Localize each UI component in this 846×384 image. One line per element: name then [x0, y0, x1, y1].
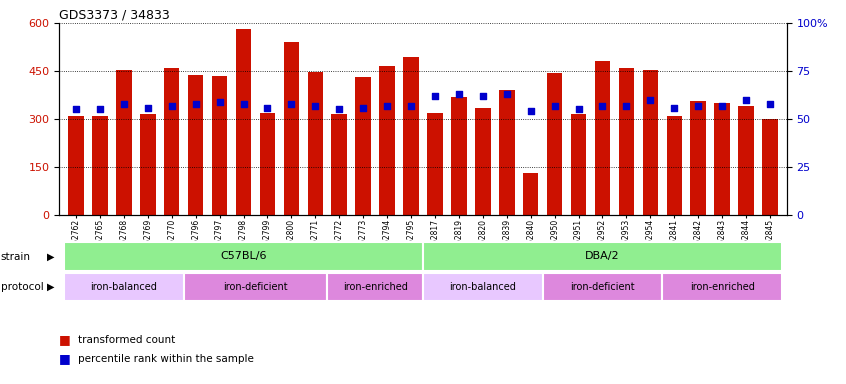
Bar: [423, 273, 542, 301]
Bar: [739, 106, 754, 215]
Bar: [236, 30, 251, 215]
Text: GDS3373 / 34833: GDS3373 / 34833: [59, 9, 170, 22]
Point: [716, 103, 729, 109]
Text: iron-enriched: iron-enriched: [343, 282, 408, 292]
Bar: [164, 68, 179, 215]
Text: ■: ■: [59, 353, 71, 366]
Bar: [451, 97, 467, 215]
Bar: [542, 273, 662, 301]
Point: [596, 103, 609, 109]
Point: [213, 99, 227, 105]
Point: [548, 103, 562, 109]
Bar: [667, 116, 682, 215]
Bar: [116, 70, 132, 215]
Point: [644, 97, 657, 103]
Bar: [423, 242, 782, 271]
Bar: [327, 273, 423, 301]
Bar: [308, 72, 323, 215]
Bar: [690, 101, 706, 215]
Point: [739, 97, 753, 103]
Bar: [69, 116, 84, 215]
Text: iron-balanced: iron-balanced: [91, 282, 157, 292]
Bar: [643, 70, 658, 215]
Bar: [427, 113, 442, 215]
Point: [309, 103, 322, 109]
Text: ■: ■: [59, 333, 71, 346]
Text: iron-deficient: iron-deficient: [570, 282, 634, 292]
Point: [572, 106, 585, 113]
Bar: [618, 68, 634, 215]
Bar: [762, 119, 777, 215]
Text: iron-deficient: iron-deficient: [223, 282, 288, 292]
Point: [667, 104, 681, 111]
Text: iron-balanced: iron-balanced: [449, 282, 516, 292]
Bar: [499, 90, 514, 215]
Text: iron-enriched: iron-enriched: [689, 282, 755, 292]
Point: [237, 101, 250, 107]
Point: [500, 91, 514, 97]
Bar: [64, 273, 184, 301]
Bar: [92, 116, 107, 215]
Text: strain: strain: [1, 252, 30, 262]
Bar: [184, 273, 327, 301]
Text: ▶: ▶: [47, 282, 55, 292]
Point: [93, 106, 107, 113]
Bar: [379, 66, 395, 215]
Bar: [571, 114, 586, 215]
Bar: [475, 108, 491, 215]
Point: [691, 103, 705, 109]
Point: [332, 106, 346, 113]
Bar: [355, 77, 371, 215]
Bar: [547, 73, 563, 215]
Bar: [662, 273, 782, 301]
Point: [619, 103, 633, 109]
Point: [189, 101, 202, 107]
Text: percentile rank within the sample: percentile rank within the sample: [78, 354, 254, 364]
Bar: [523, 174, 538, 215]
Bar: [64, 242, 423, 271]
Point: [284, 101, 298, 107]
Bar: [714, 103, 730, 215]
Point: [524, 108, 537, 114]
Text: C57BL/6: C57BL/6: [220, 251, 266, 262]
Text: transformed count: transformed count: [78, 335, 175, 345]
Bar: [140, 114, 156, 215]
Point: [428, 93, 442, 99]
Point: [356, 104, 370, 111]
Bar: [260, 113, 275, 215]
Point: [117, 101, 130, 107]
Text: ▶: ▶: [47, 252, 55, 262]
Text: protocol: protocol: [1, 282, 44, 292]
Point: [452, 91, 465, 97]
Point: [141, 104, 155, 111]
Point: [165, 103, 179, 109]
Bar: [404, 56, 419, 215]
Bar: [332, 114, 347, 215]
Bar: [188, 75, 203, 215]
Bar: [595, 61, 610, 215]
Bar: [283, 42, 299, 215]
Bar: [212, 76, 228, 215]
Point: [69, 106, 83, 113]
Point: [261, 104, 274, 111]
Point: [763, 101, 777, 107]
Text: DBA/2: DBA/2: [585, 251, 620, 262]
Point: [404, 103, 418, 109]
Point: [381, 103, 394, 109]
Point: [476, 93, 490, 99]
